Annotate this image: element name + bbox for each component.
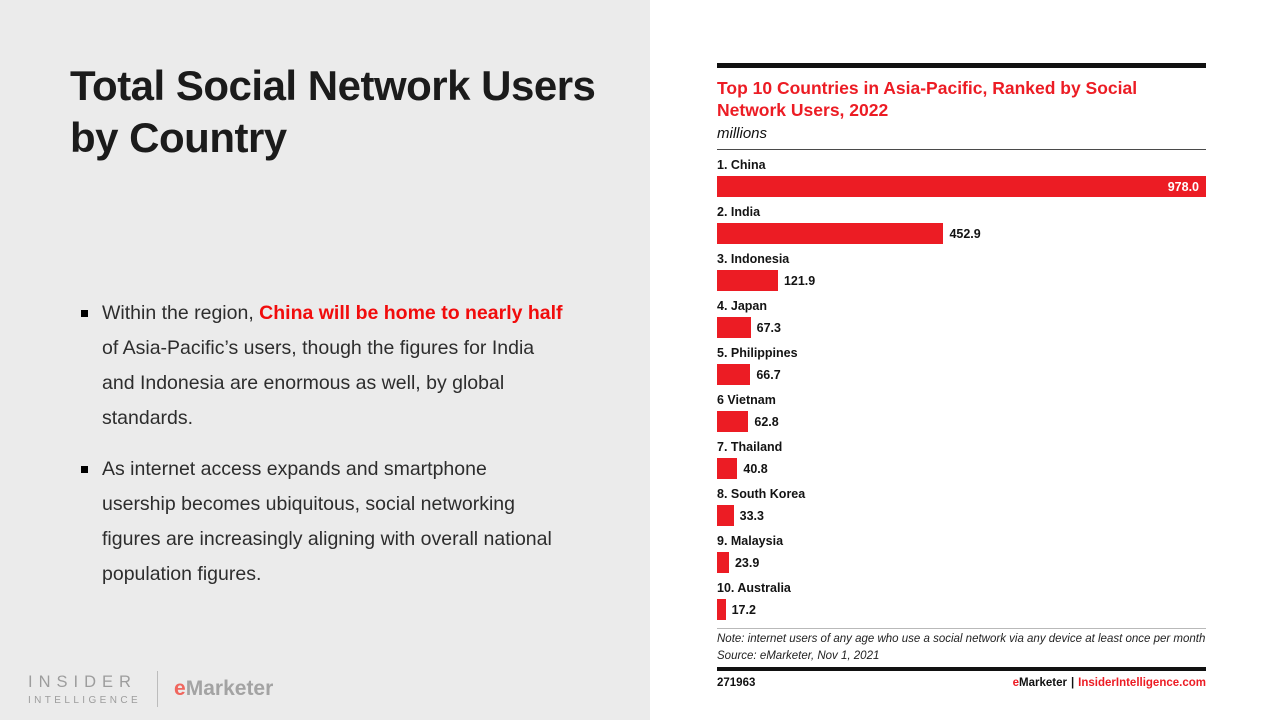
- bar-value-label: 17.2: [731, 602, 756, 617]
- bar-value-label: 40.8: [743, 461, 768, 476]
- bar-track: 62.8: [717, 411, 1206, 432]
- footer-brand-site: InsiderIntelligence.com: [1078, 677, 1206, 689]
- bullet-text: As internet access expands and smartphon…: [102, 452, 563, 592]
- bar-value-label: 23.9: [734, 555, 760, 570]
- bar: [717, 270, 778, 291]
- footer-brand-rest: Marketer: [1019, 677, 1067, 689]
- bar-category-label: 1. China: [717, 158, 766, 172]
- bar-row: 1. China 978.0: [717, 158, 1206, 197]
- intelligence-wordmark-line: INTELLIGENCE: [28, 694, 142, 706]
- chart-card: Top 10 Countries in Asia-Pacific, Ranked…: [717, 63, 1206, 689]
- bar-value-label: 452.9: [949, 226, 981, 241]
- bar: [717, 552, 729, 573]
- bullet-item: As internet access expands and smartphon…: [81, 452, 563, 592]
- bar-track: 67.3: [717, 317, 1206, 338]
- bar: [717, 458, 738, 479]
- bar-category-label: 9. Malaysia: [717, 534, 784, 548]
- left-panel: Total Social Network Users by Country Wi…: [0, 0, 650, 720]
- bullet-text-suffix: of Asia-Pacific’s users, though the figu…: [102, 337, 535, 429]
- bar-rows: 1. China 978.0 2. India 452.9 3. Indonesia 12…: [717, 150, 1206, 620]
- bar: [717, 317, 751, 338]
- bullet-list: Within the region, China will be home to…: [81, 296, 563, 608]
- bar-category-label: 2. India: [717, 205, 761, 219]
- bar-track: 66.7: [717, 364, 1206, 385]
- footer-brand-e: e: [1012, 677, 1019, 689]
- bullet-item: Within the region, China will be home to…: [81, 296, 563, 436]
- chart-title: Top 10 Countries in Asia-Pacific, Ranked…: [717, 78, 1138, 120]
- chart-top-rule: [717, 63, 1206, 68]
- bar-value-label: 66.7: [756, 367, 781, 382]
- bar: [717, 364, 751, 385]
- chart-units-label: millions: [717, 125, 768, 142]
- emarketer-wordmark: eMarketer: [174, 677, 273, 701]
- bar-track: 17.2: [717, 599, 1206, 620]
- bullet-text: Within the region, China will be home to…: [102, 296, 563, 436]
- chart-footer: 271963 eMarketer | InsiderIntelligence.com: [717, 677, 1206, 689]
- bullet-square-icon: [81, 310, 88, 317]
- bullet-text-prefix: As internet access expands and smartphon…: [102, 458, 552, 585]
- bar-value-label: 121.9: [783, 273, 816, 288]
- chart-bottom-rule: [717, 667, 1206, 671]
- bar-category-label: 6 Vietnam: [717, 393, 776, 407]
- bar: [717, 411, 749, 432]
- bar-row: 5. Philippines 66.7: [717, 346, 1206, 385]
- bar-category-label: 3. Indonesia: [717, 252, 790, 266]
- insider-intelligence-emarketer-logo: INSIDER INTELLIGENCE eMarketer: [28, 671, 273, 707]
- insider-intelligence-wordmark: INSIDER INTELLIGENCE: [28, 673, 141, 706]
- bullet-text-prefix: Within the region,: [102, 302, 260, 324]
- bar-row: 9. Malaysia 23.9: [717, 534, 1206, 573]
- bar-value-label: 978.0: [1167, 179, 1199, 194]
- emarketer-rest: Marketer: [185, 677, 274, 700]
- bar: [717, 599, 726, 620]
- emarketer-e: e: [174, 677, 186, 700]
- bar-track: 23.9: [717, 552, 1206, 573]
- bar: [717, 505, 734, 526]
- bar-row: 2. India 452.9: [717, 205, 1206, 244]
- chart-panel: Top 10 Countries in Asia-Pacific, Ranked…: [650, 0, 1280, 720]
- chart-source: Source: eMarketer, Nov 1, 2021: [717, 650, 880, 662]
- bullet-square-icon: [81, 466, 88, 473]
- bar-row: 4. Japan 67.3: [717, 299, 1206, 338]
- bar-row: 3. Indonesia 121.9: [717, 252, 1206, 291]
- chart-note-rule: [717, 628, 1206, 629]
- bar-category-label: 7. Thailand: [717, 440, 783, 454]
- bar-track: 121.9: [717, 270, 1206, 291]
- bar-category-label: 10. Australia: [717, 581, 791, 595]
- bar-track: 452.9: [717, 223, 1206, 244]
- bar-track: 978.0: [717, 176, 1206, 197]
- footer-brand: eMarketer | InsiderIntelligence.com: [1013, 677, 1206, 689]
- bar-category-label: 5. Philippines: [717, 346, 798, 360]
- bar-value-label: 62.8: [754, 414, 779, 429]
- bar-row: 10. Australia 17.2: [717, 581, 1206, 620]
- bar: [717, 223, 944, 244]
- bar-category-label: 8. South Korea: [717, 487, 806, 501]
- chart-id: 271963: [717, 677, 756, 689]
- footer-brand-separator: |: [1070, 677, 1075, 689]
- page-title: Total Social Network Users by Country: [70, 62, 596, 162]
- bar-track: 33.3: [717, 505, 1206, 526]
- bar-track: 40.8: [717, 458, 1206, 479]
- bar-row: 8. South Korea 33.3: [717, 487, 1206, 526]
- bar-value-label: 67.3: [756, 320, 781, 335]
- bar-row: 6 Vietnam 62.8: [717, 393, 1206, 432]
- bar-value-label: 33.3: [739, 508, 764, 523]
- bullet-text-emphasis: China will be home to nearly half: [259, 302, 563, 324]
- bar-row: 7. Thailand 40.8: [717, 440, 1206, 479]
- insider-wordmark-line: INSIDER: [28, 672, 137, 691]
- logo-divider: [157, 671, 159, 707]
- bar: [717, 176, 1206, 197]
- bar-category-label: 4. Japan: [717, 299, 768, 313]
- chart-header-rule: [717, 149, 1206, 150]
- chart-note: Note: internet users of any age who use …: [717, 633, 1206, 645]
